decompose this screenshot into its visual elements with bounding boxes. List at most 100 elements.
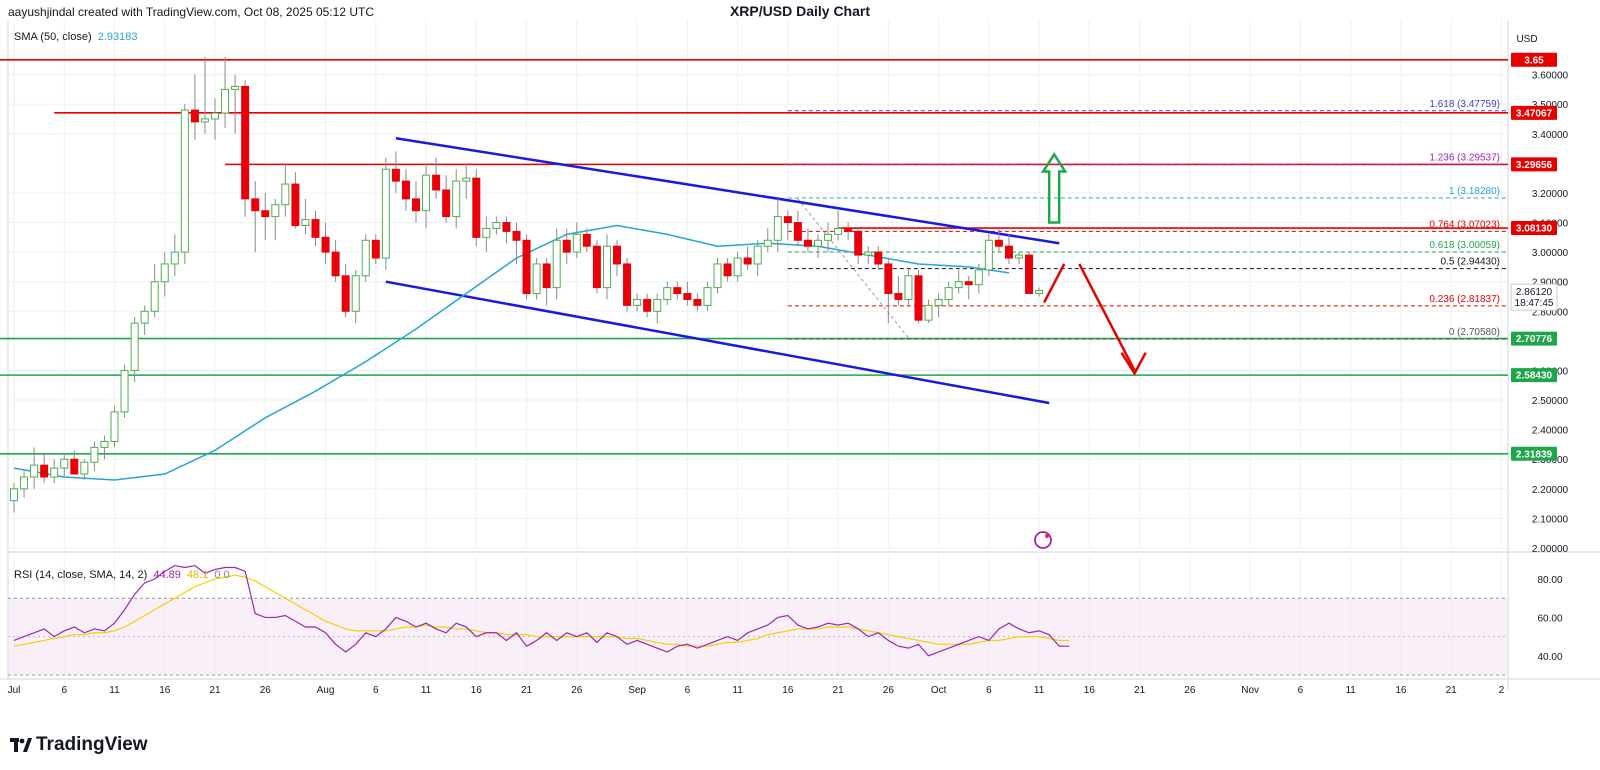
candle[interactable] xyxy=(422,174,431,212)
candle[interactable] xyxy=(814,239,822,247)
candle[interactable] xyxy=(663,287,672,300)
candle[interactable] xyxy=(321,236,330,253)
candle[interactable] xyxy=(80,461,89,475)
candle[interactable] xyxy=(974,269,983,286)
candle[interactable] xyxy=(582,233,591,247)
candle[interactable] xyxy=(432,174,441,191)
candle[interactable] xyxy=(512,230,521,241)
candle[interactable] xyxy=(200,118,209,123)
candle[interactable] xyxy=(261,210,270,218)
candle[interactable] xyxy=(623,263,632,306)
candle[interactable] xyxy=(90,446,99,463)
level-price-tag[interactable] xyxy=(1511,52,1557,67)
bearish-path-up-line[interactable] xyxy=(1043,263,1066,303)
candle[interactable] xyxy=(773,216,782,241)
level-price-tag[interactable] xyxy=(1511,331,1557,346)
candle[interactable] xyxy=(753,245,762,265)
candle[interactable] xyxy=(70,458,79,475)
candle[interactable] xyxy=(783,216,792,224)
candle[interactable] xyxy=(20,476,29,490)
candle[interactable] xyxy=(572,233,581,253)
candle[interactable] xyxy=(442,189,451,218)
candle[interactable] xyxy=(50,467,59,478)
candle[interactable] xyxy=(150,281,159,312)
candle[interactable] xyxy=(190,109,199,123)
candle[interactable] xyxy=(120,369,129,413)
snapshot-icon[interactable] xyxy=(1034,531,1052,549)
candle[interactable] xyxy=(713,263,722,289)
candle[interactable] xyxy=(301,219,310,226)
level-price-tag[interactable] xyxy=(1511,446,1557,461)
candle[interactable] xyxy=(803,239,812,247)
candle[interactable] xyxy=(994,239,1003,247)
candle[interactable] xyxy=(140,310,149,324)
candle[interactable] xyxy=(170,251,179,265)
candle[interactable] xyxy=(100,440,109,448)
candle[interactable] xyxy=(673,287,682,295)
candle[interactable] xyxy=(854,230,863,256)
time-axis[interactable]: Jul 6 11 16 21 26 Aug 6 11 16 21 26 Sep 6 11 16 21 26 Oct 6… xyxy=(8,685,1505,696)
sma-legend[interactable]: SMA (50, close) 2.93183 xyxy=(14,31,137,43)
candle[interactable] xyxy=(180,109,189,253)
candle[interactable] xyxy=(1025,254,1034,295)
candle[interactable] xyxy=(482,227,491,238)
candle[interactable] xyxy=(462,177,471,182)
candle[interactable] xyxy=(472,177,481,238)
candle[interactable] xyxy=(391,168,400,182)
candle[interactable] xyxy=(542,263,551,289)
candle[interactable] xyxy=(381,168,390,259)
candle[interactable] xyxy=(723,263,732,277)
candle[interactable] xyxy=(331,251,340,277)
candle[interactable] xyxy=(271,204,280,218)
rsi-pane[interactable]: 80.00 60.00 40.00 xyxy=(8,564,1563,676)
level-price-tag[interactable] xyxy=(1511,105,1557,120)
candle[interactable] xyxy=(371,239,380,259)
candle[interactable] xyxy=(532,263,541,295)
candle[interactable] xyxy=(984,239,993,271)
channel-lower-line[interactable] xyxy=(385,280,1050,405)
candle[interactable] xyxy=(281,183,290,206)
candle[interactable] xyxy=(522,239,531,295)
candle[interactable] xyxy=(924,304,933,321)
channel-upper-line[interactable] xyxy=(395,136,1060,245)
candle[interactable] xyxy=(653,298,662,312)
candle[interactable] xyxy=(311,219,320,238)
candle[interactable] xyxy=(291,183,300,226)
candle[interactable] xyxy=(341,275,350,312)
candle[interactable] xyxy=(492,222,501,229)
candle[interactable] xyxy=(964,281,973,286)
bullish-arrow-icon[interactable] xyxy=(1040,152,1068,224)
candle[interactable] xyxy=(1015,254,1023,259)
candle[interactable] xyxy=(824,233,833,241)
candle[interactable] xyxy=(130,322,139,371)
level-price-tag[interactable] xyxy=(1511,221,1557,236)
candle[interactable] xyxy=(683,293,692,300)
candle[interactable] xyxy=(633,298,642,306)
candle[interactable] xyxy=(864,251,873,256)
candle[interactable] xyxy=(30,464,39,478)
candle[interactable] xyxy=(110,411,119,442)
bearish-path-down-line[interactable] xyxy=(1078,263,1136,372)
tradingview-logo[interactable]: TradingView xyxy=(10,734,148,756)
price-pane[interactable] xyxy=(8,20,1508,548)
candle[interactable] xyxy=(934,298,943,306)
candle[interactable] xyxy=(221,88,230,114)
rsi-line[interactable] xyxy=(13,564,1070,657)
candle[interactable] xyxy=(874,251,883,265)
candle[interactable] xyxy=(733,257,742,277)
candle[interactable] xyxy=(1004,245,1013,259)
rsi-legend[interactable]: RSI (14, close, SMA, 14, 2) 44.89 48.1 0… xyxy=(14,569,230,581)
candle[interactable] xyxy=(954,281,963,289)
candle[interactable] xyxy=(592,245,601,289)
candle[interactable] xyxy=(552,239,561,289)
candle[interactable] xyxy=(251,198,260,212)
candle[interactable] xyxy=(10,488,18,502)
bearish-arrow-head-icon[interactable] xyxy=(1120,352,1147,376)
candle[interactable] xyxy=(944,287,953,300)
candle[interactable] xyxy=(763,239,772,247)
candles[interactable] xyxy=(10,56,1044,513)
level-price-tag[interactable] xyxy=(1511,157,1557,172)
candle[interactable] xyxy=(562,239,571,253)
candle[interactable] xyxy=(452,180,461,218)
candle[interactable] xyxy=(401,180,410,200)
